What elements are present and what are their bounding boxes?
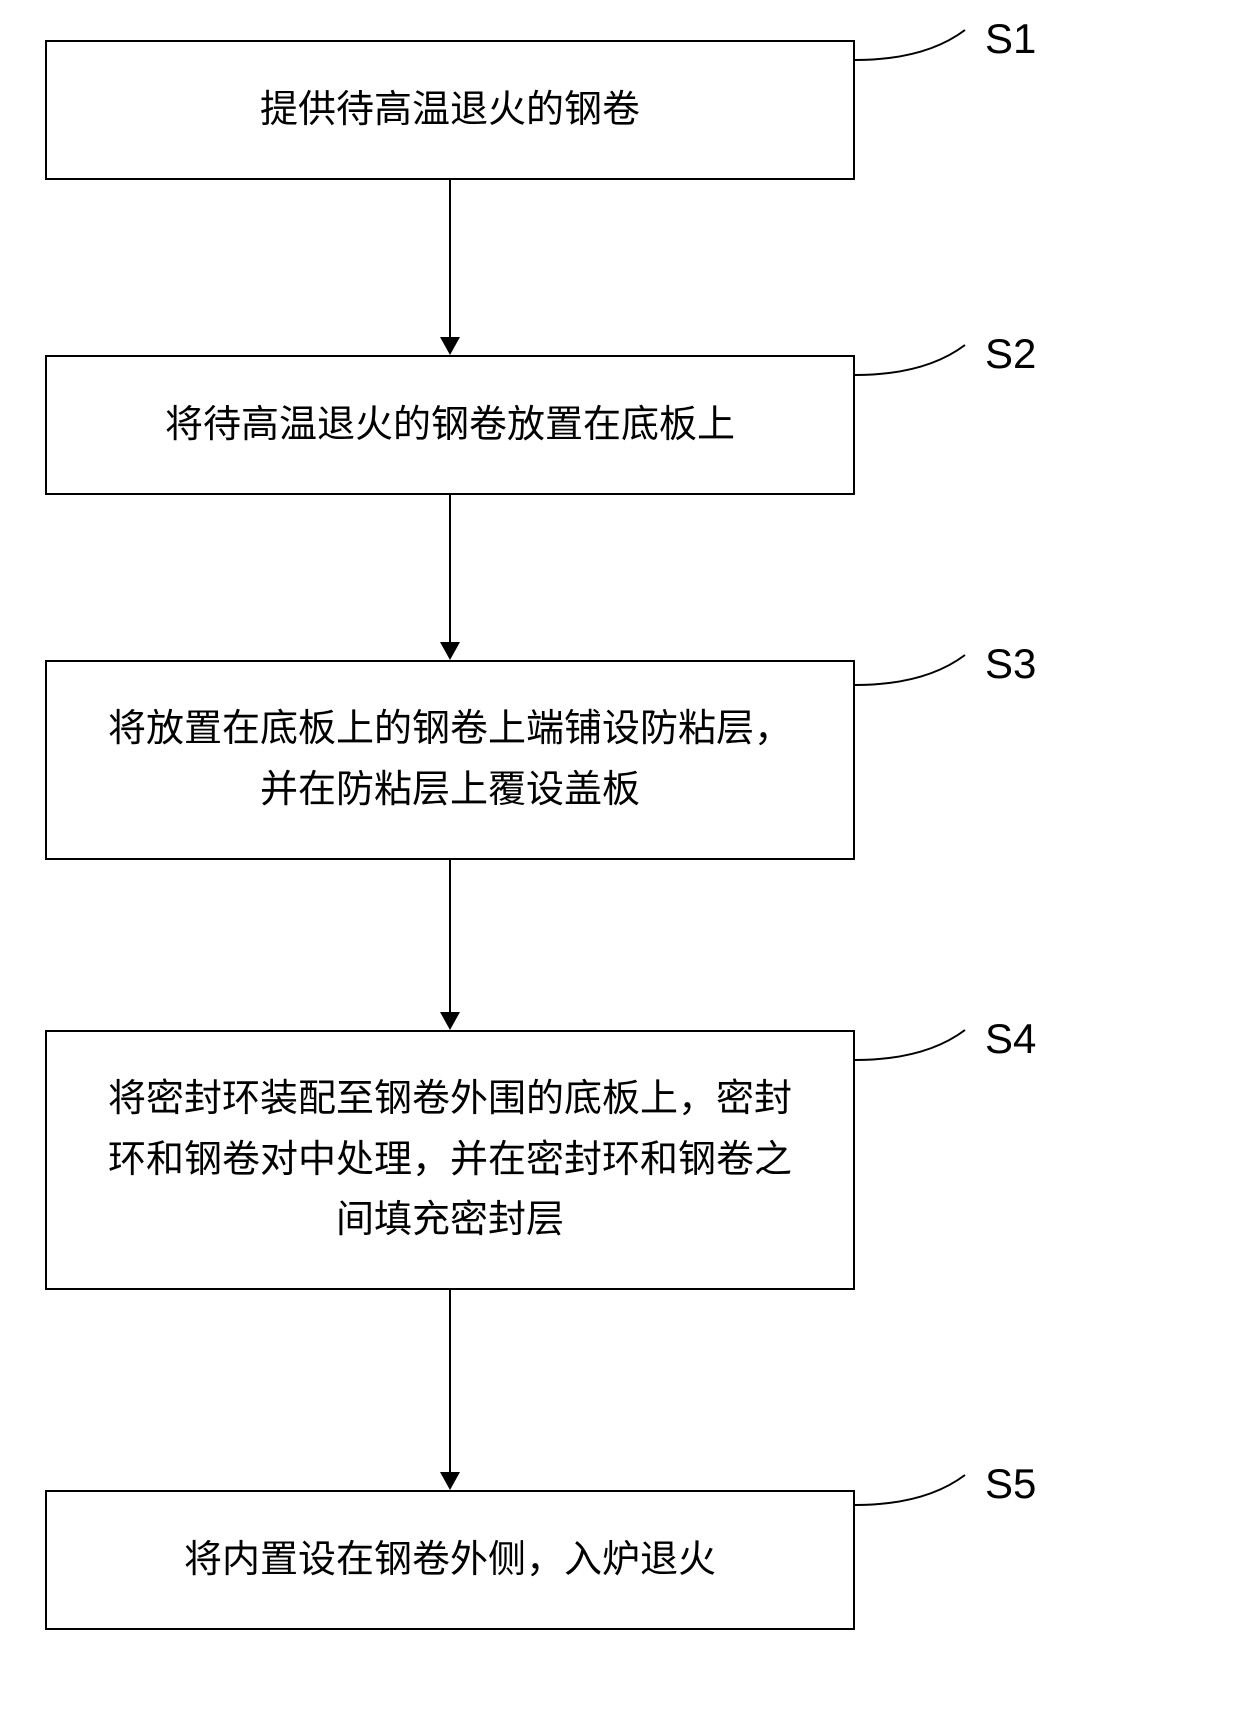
step-label-s3: S3	[985, 640, 1036, 688]
step-box-s5: 将内置设在钢卷外侧，入炉退火	[45, 1490, 855, 1630]
connector-curve-s2	[855, 340, 990, 400]
step-box-s1: 提供待高温退火的钢卷	[45, 40, 855, 180]
arrow-s3-s4	[449, 860, 451, 1012]
arrowhead-s4-s5	[440, 1472, 460, 1490]
connector-curve-s3	[855, 650, 990, 710]
step-box-s4: 将密封环装配至钢卷外围的底板上，密封环和钢卷对中处理，并在密封环和钢卷之间填充密…	[45, 1030, 855, 1290]
step-text-s1: 提供待高温退火的钢卷	[260, 80, 640, 141]
arrow-s2-s3	[449, 495, 451, 642]
connector-curve-s4	[855, 1025, 990, 1085]
arrow-s4-s5	[449, 1290, 451, 1472]
step-text-s4: 将密封环装配至钢卷外围的底板上，密封环和钢卷对中处理，并在密封环和钢卷之间填充密…	[108, 1069, 792, 1251]
step-label-s4: S4	[985, 1015, 1036, 1063]
step-box-s2: 将待高温退火的钢卷放置在底板上	[45, 355, 855, 495]
step-text-s3: 将放置在底板上的钢卷上端铺设防粘层，并在防粘层上覆设盖板	[108, 699, 792, 821]
step-label-s5: S5	[985, 1460, 1036, 1508]
step-box-s3: 将放置在底板上的钢卷上端铺设防粘层，并在防粘层上覆设盖板	[45, 660, 855, 860]
step-text-s5: 将内置设在钢卷外侧，入炉退火	[184, 1530, 716, 1591]
arrowhead-s2-s3	[440, 642, 460, 660]
step-text-s2: 将待高温退火的钢卷放置在底板上	[165, 395, 735, 456]
arrowhead-s1-s2	[440, 337, 460, 355]
flowchart-container: 提供待高温退火的钢卷 S1 将待高温退火的钢卷放置在底板上 S2 将放置在底板上…	[0, 0, 1240, 1716]
arrowhead-s3-s4	[440, 1012, 460, 1030]
connector-curve-s1	[855, 25, 990, 85]
step-label-s1: S1	[985, 15, 1036, 63]
arrow-s1-s2	[449, 180, 451, 337]
connector-curve-s5	[855, 1470, 990, 1530]
step-label-s2: S2	[985, 330, 1036, 378]
